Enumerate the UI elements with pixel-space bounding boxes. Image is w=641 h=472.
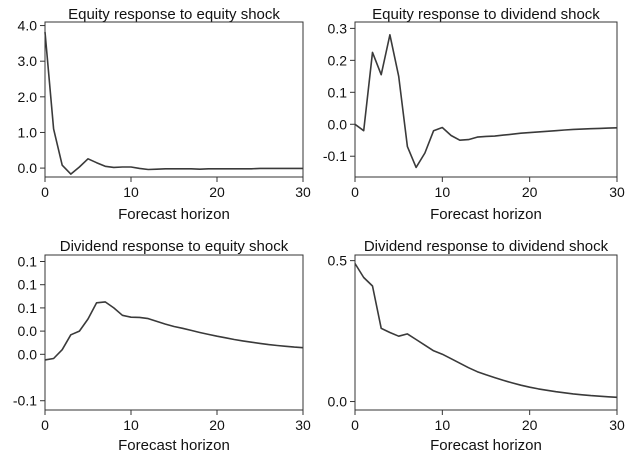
y-tick-label: 0.1 [18,277,38,293]
y-tick-label: 0.3 [328,20,348,36]
x-tick-label: 10 [435,417,451,433]
y-tick-label: 1.0 [18,124,38,140]
x-tick-label: 20 [522,184,538,200]
series-line [354,263,618,399]
panel-2: Equity response to dividend shock 0 10 20 30… [323,6,625,223]
x-tick-label: 0 [41,184,49,200]
plot-frame [354,21,618,178]
panel-1: Equity response to equity shock 0 10 20 30 0.… [18,6,311,223]
y-tick-label: 4.0 [18,18,38,34]
y-tick-label: 2.0 [18,89,38,105]
x-axis-label: Forecast horizon [118,206,230,223]
plot-frame [354,254,618,411]
y-tick-label: 0.1 [18,253,38,269]
y-tick-label: 0.0 [328,394,348,410]
x-axis-label: Forecast horizon [430,437,542,454]
x-tick-label: 10 [435,184,451,200]
x-axis-label: Forecast horizon [430,206,542,223]
x-tick-label: 0 [351,417,359,433]
x-tick-label: 20 [209,184,225,200]
y-tick-label: 0.2 [328,52,348,68]
y-tick-label: 0.0 [328,116,348,132]
y-tick-label: 0.1 [18,300,38,316]
y-tick-label: 3.0 [18,53,38,69]
y-tick-label: 0.0 [18,160,38,176]
x-tick-label: 20 [209,417,225,433]
plot-frame [44,21,304,178]
x-tick-label: 30 [295,417,311,433]
series-line [44,301,304,361]
x-tick-label: 0 [351,184,359,200]
x-tick-label: 0 [41,417,49,433]
x-tick-label: 10 [123,184,139,200]
y-tick-label: 0.0 [18,346,38,362]
x-tick-label: 30 [609,417,625,433]
panel-title: Dividend response to equity shock [60,238,289,255]
x-axis-label: Forecast horizon [118,437,230,454]
y-tick-label: 0.0 [18,323,38,339]
panel-title: Dividend response to dividend shock [364,238,609,255]
y-tick-label: 0.1 [328,84,348,100]
x-tick-label: 10 [123,417,139,433]
plot-frame [44,254,304,411]
x-tick-label: 30 [295,184,311,200]
panel-title: Equity response to equity shock [68,6,280,23]
x-tick-label: 30 [609,184,625,200]
panel-3: Dividend response to equity shock 0 10 20 30… [13,238,311,454]
y-tick-label: -0.1 [323,148,347,164]
y-tick-label: -0.1 [13,393,37,409]
series-line [354,33,618,169]
x-tick-label: 20 [522,417,538,433]
y-tick-label: 0.5 [328,253,348,269]
series-line [44,31,303,175]
panel-4: Dividend response to dividend shock 0 10 20… [328,238,625,454]
panel-title: Equity response to dividend shock [372,6,600,23]
